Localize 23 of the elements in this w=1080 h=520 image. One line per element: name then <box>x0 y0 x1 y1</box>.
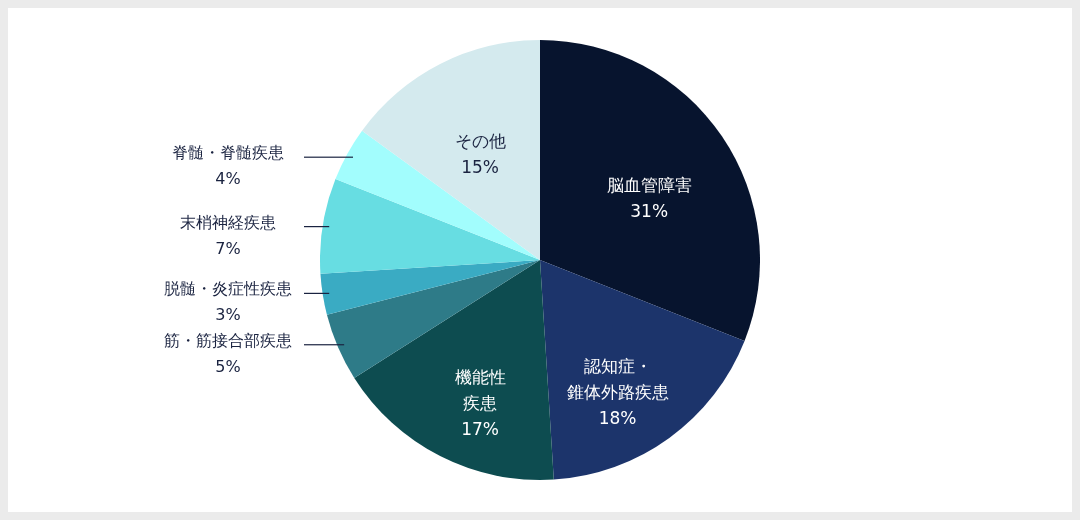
data-label: 5% <box>215 356 241 376</box>
data-label: 4% <box>215 169 241 189</box>
slice-label: その他 <box>454 131 506 152</box>
slice-label: 認知症・錐体外路疾患 <box>566 355 669 402</box>
slice-label: 脳血管障害 <box>606 174 692 195</box>
slice-label: 脊髄・脊髄疾患 <box>172 143 284 163</box>
pie-slice <box>354 260 554 480</box>
data-label: 17% <box>461 418 499 439</box>
slice-label: 機能性疾患 <box>454 366 506 413</box>
pie-slice <box>335 130 540 260</box>
slice-label: 末梢神経疾患 <box>180 212 276 232</box>
data-label: 31% <box>630 200 669 221</box>
data-label: 15% <box>461 157 499 178</box>
pie-slice <box>320 179 540 274</box>
data-label: 3% <box>215 305 241 325</box>
data-label: 7% <box>215 238 241 258</box>
slice-label: 脱髄・炎症性疾患 <box>164 279 292 299</box>
pie-slice <box>540 260 745 480</box>
data-label: 18% <box>598 407 637 428</box>
pie-slice <box>540 40 760 341</box>
pie-slice <box>362 40 540 260</box>
pie-slice <box>320 260 540 315</box>
slice-label: 筋・筋接合部疾患 <box>164 330 292 350</box>
